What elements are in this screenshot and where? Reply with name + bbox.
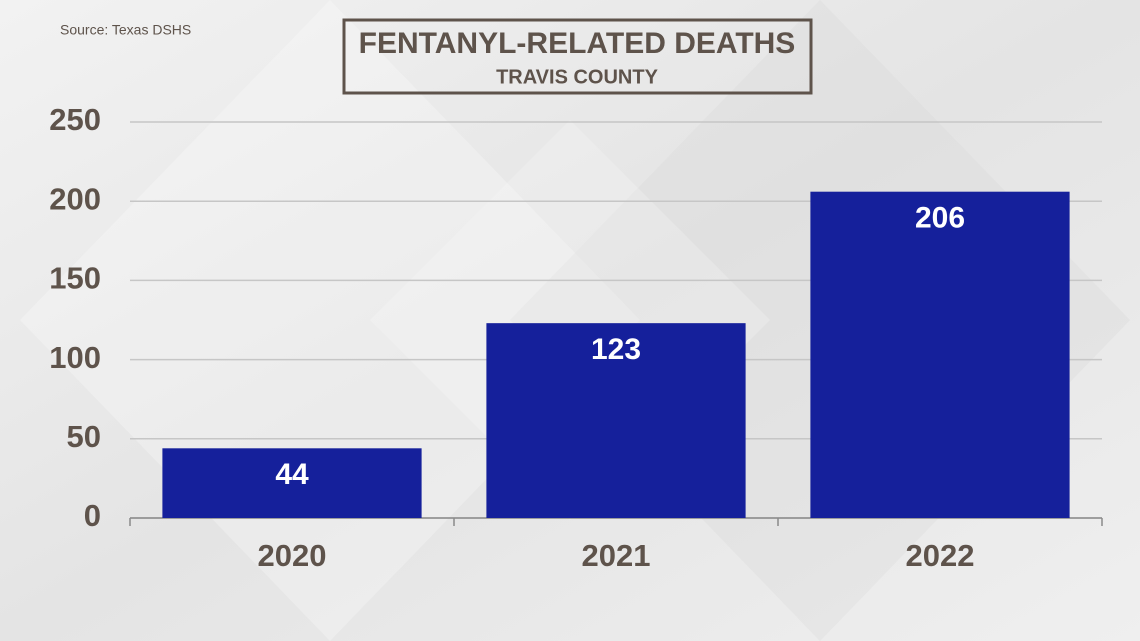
title-box	[342, 18, 813, 95]
bg-diamond	[20, 0, 640, 641]
x-tick-label: 2020	[258, 538, 327, 573]
bar	[486, 323, 746, 518]
chart-title: FENTANYL-RELATED DEATHS	[359, 27, 796, 60]
chart-subtitle: TRAVIS COUNTY	[496, 66, 659, 88]
y-tick-label: 100	[49, 340, 101, 375]
y-tick-label: 150	[49, 261, 101, 296]
y-tick-label: 0	[84, 498, 101, 533]
y-tick-label: 50	[67, 419, 101, 454]
bar	[162, 448, 422, 518]
source: Source: Texas DSHS	[60, 22, 191, 38]
data-label: 206	[915, 202, 965, 235]
data-label: 44	[275, 458, 309, 491]
data-label: 123	[591, 333, 641, 366]
bar	[810, 191, 1070, 519]
y-tick-label: 250	[49, 102, 101, 137]
y-tick-label: 200	[49, 181, 101, 216]
x-tick-label: 2021	[582, 538, 651, 573]
x-tick-label: 2022	[906, 538, 975, 573]
